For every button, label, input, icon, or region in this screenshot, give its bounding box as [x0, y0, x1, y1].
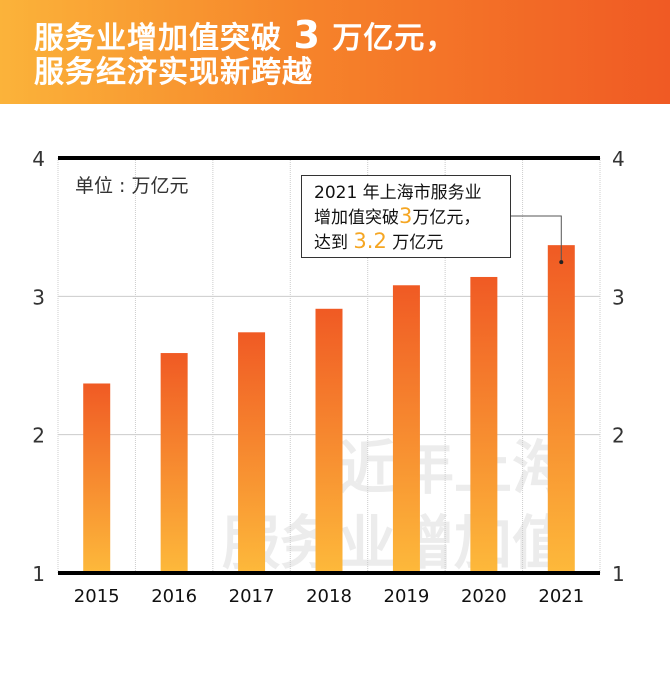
- y-tick-label-left: 4: [32, 147, 45, 171]
- x-tick-label: 2016: [151, 586, 197, 607]
- bar: [470, 276, 498, 573]
- unit-label: 单位 : 万亿元: [75, 175, 189, 197]
- annotation-leader-line: [511, 215, 562, 263]
- x-tick-label: 2015: [74, 586, 120, 607]
- x-tick-label: 2018: [306, 586, 352, 607]
- title-line-1: 服务业增加值突破 3 万亿元，: [34, 16, 457, 57]
- y-tick-label-right: 1: [612, 562, 625, 586]
- annotation-box: 2021 年上海市服务业 增加值突破3万亿元， 达到 3.2 万亿元: [301, 175, 511, 258]
- y-tick-label-right: 2: [612, 424, 625, 448]
- annotation-line: 2021 年上海市服务业: [314, 183, 482, 203]
- y-tick-label-right: 3: [612, 285, 625, 309]
- bar: [160, 353, 188, 573]
- title-text: 服务业增加值突破: [34, 21, 282, 56]
- x-tick-label: 2021: [538, 586, 584, 607]
- annotation-line: 增加值突破3万亿元，: [314, 204, 481, 229]
- bar: [315, 308, 343, 573]
- y-tick-label-right: 4: [612, 147, 625, 171]
- header-banner: 服务业增加值突破 3 万亿元， 服务经济实现新跨越: [0, 0, 670, 104]
- y-tick-label-left: 2: [32, 424, 45, 448]
- bar: [83, 383, 111, 573]
- x-tick-label: 2019: [384, 586, 430, 607]
- x-tick-label: 2020: [461, 586, 507, 607]
- watermark-text: 近年上海: [338, 434, 570, 502]
- title-text: 万亿元，: [332, 21, 457, 56]
- title-number: 3: [293, 13, 321, 57]
- bar: [392, 285, 420, 573]
- x-tick-label: 2017: [229, 586, 275, 607]
- annotation-dot: [559, 260, 564, 265]
- y-tick-label-left: 1: [32, 562, 45, 586]
- y-tick-label-left: 3: [32, 285, 45, 309]
- title-line-2: 服务经济实现新跨越: [34, 55, 313, 90]
- bar: [238, 332, 266, 573]
- annotation-line: 达到 3.2 万亿元: [314, 229, 444, 254]
- bar: [547, 245, 575, 573]
